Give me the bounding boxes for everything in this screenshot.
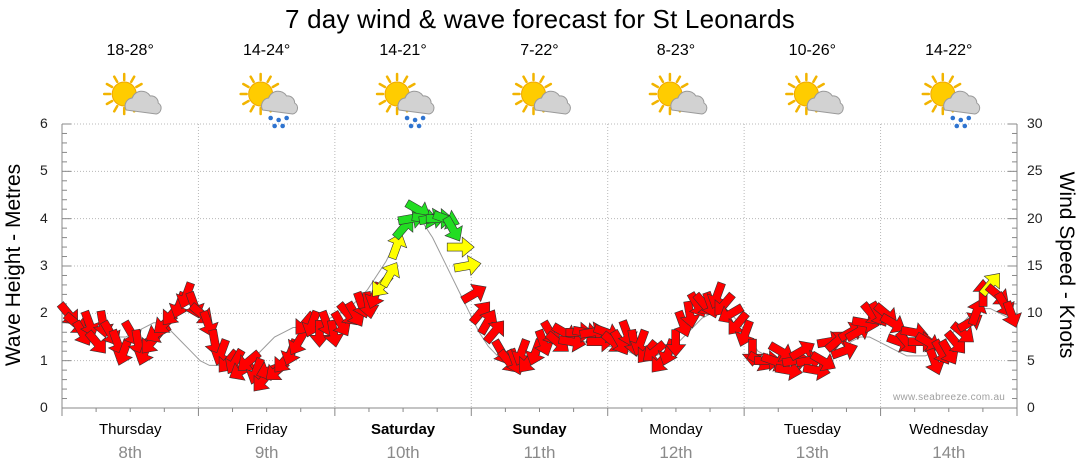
wind-arrow — [879, 312, 906, 334]
y-tick-label-right: 5 — [1027, 351, 1035, 368]
rain-drops-icon — [404, 115, 426, 129]
sun-cloud-icon — [102, 72, 162, 116]
y-axis-left-label: Wave Height - Metres — [2, 163, 25, 367]
wind-arrow — [379, 262, 400, 289]
wind-arrow — [453, 255, 482, 277]
wind-arrow — [460, 283, 487, 305]
y-tick-label-left: 1 — [40, 351, 48, 368]
day-temperature: 14-21° — [379, 42, 427, 59]
rain-drops-icon — [950, 115, 972, 129]
wind-arrow — [387, 232, 408, 261]
day-name-label: Thursday — [98, 421, 162, 438]
wind-arrow — [442, 215, 463, 242]
y-tick-label-left: 6 — [40, 115, 48, 131]
sun-cloud-icon — [648, 72, 708, 116]
rain-drops-icon — [268, 115, 289, 129]
day-temperature: 14-22° — [925, 42, 973, 59]
wind-arrow — [830, 340, 858, 361]
chart-title: 7 day wind & wave forecast for St Leonar… — [285, 4, 795, 34]
y-tick-label-right: 15 — [1027, 257, 1043, 273]
sun-cloud-rain-icon — [375, 72, 435, 129]
day-temperature: 8-23° — [656, 42, 696, 59]
wind-arrow — [446, 236, 475, 258]
day-name-label: Saturday — [370, 421, 436, 438]
sun-cloud-rain-icon — [921, 72, 981, 129]
y-tick-label-left: 0 — [40, 399, 48, 415]
day-date-label: 8th — [118, 443, 143, 462]
sun-cloud-rain-icon — [239, 72, 298, 129]
sun-cloud-icon — [785, 72, 844, 116]
y-tick-label-left: 3 — [40, 257, 48, 273]
wind-arrow — [79, 309, 100, 338]
y-tick-label-right: 20 — [1027, 209, 1043, 226]
day-date-label: 13th — [795, 443, 829, 462]
day-temperature: 18-28° — [106, 42, 154, 59]
day-name-label: Sunday — [512, 421, 567, 438]
day-name-label: Monday — [649, 421, 703, 438]
day-date-label: 10th — [386, 443, 420, 462]
watermark: www.seabreeze.com.au — [893, 392, 1006, 403]
cloud-icon — [806, 90, 844, 115]
day-temperature: 14-24° — [242, 42, 291, 59]
cloud-icon — [943, 90, 981, 115]
cloud-icon — [261, 90, 298, 115]
y-tick-label-left: 2 — [40, 304, 48, 321]
cloud-icon — [124, 90, 162, 115]
cloud-icon — [670, 90, 708, 115]
day-name-label: Wednesday — [909, 421, 989, 438]
y-axis-right-label: Wind Speed - Knots — [1055, 171, 1078, 359]
wind-arrow — [767, 341, 794, 362]
wind-arrow — [809, 350, 836, 372]
day-date-label: 14th — [932, 443, 966, 462]
day-name-label: Tuesday — [783, 421, 841, 438]
wind-arrow — [482, 320, 505, 345]
day-date-label: 12th — [659, 443, 693, 462]
day-date-label: 9th — [254, 443, 279, 462]
day-date-label: 11th — [523, 443, 556, 462]
sun-cloud-icon — [512, 72, 571, 116]
y-tick-label-left: 4 — [40, 209, 48, 226]
wind-arrow — [1001, 300, 1022, 328]
cloud-icon — [397, 90, 435, 115]
y-tick-label-right: 30 — [1027, 115, 1043, 131]
day-temperature: 10-26° — [788, 42, 836, 59]
day-name-label: Friday — [245, 421, 288, 438]
day-temperature: 7-22° — [520, 42, 559, 59]
y-tick-label-left: 5 — [40, 162, 48, 179]
wind-arrow — [84, 329, 106, 354]
y-tick-label-right: 25 — [1027, 162, 1043, 179]
cloud-icon — [533, 90, 571, 115]
y-tick-label-right: 0 — [1027, 399, 1035, 415]
y-tick-label-right: 10 — [1027, 304, 1043, 321]
